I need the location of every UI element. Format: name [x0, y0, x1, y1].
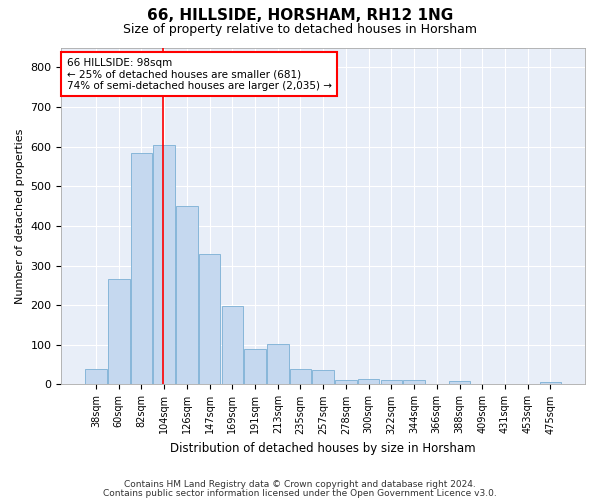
Bar: [358, 380, 379, 384]
Bar: [176, 206, 197, 384]
Text: Size of property relative to detached houses in Horsham: Size of property relative to detached ho…: [123, 22, 477, 36]
Bar: [199, 254, 220, 384]
X-axis label: Distribution of detached houses by size in Horsham: Distribution of detached houses by size …: [170, 442, 476, 455]
Bar: [244, 349, 266, 384]
Bar: [403, 380, 425, 384]
Text: Contains public sector information licensed under the Open Government Licence v3: Contains public sector information licen…: [103, 489, 497, 498]
Bar: [290, 370, 311, 384]
Bar: [154, 144, 175, 384]
Text: 66, HILLSIDE, HORSHAM, RH12 1NG: 66, HILLSIDE, HORSHAM, RH12 1NG: [147, 8, 453, 22]
Bar: [449, 382, 470, 384]
Bar: [539, 382, 561, 384]
Bar: [267, 344, 289, 385]
Bar: [380, 380, 402, 384]
Bar: [335, 380, 357, 384]
Bar: [85, 370, 107, 384]
Bar: [131, 152, 152, 384]
Bar: [313, 370, 334, 384]
Text: 66 HILLSIDE: 98sqm
← 25% of detached houses are smaller (681)
74% of semi-detach: 66 HILLSIDE: 98sqm ← 25% of detached hou…: [67, 58, 332, 91]
Bar: [108, 280, 130, 384]
Bar: [221, 306, 243, 384]
Text: Contains HM Land Registry data © Crown copyright and database right 2024.: Contains HM Land Registry data © Crown c…: [124, 480, 476, 489]
Y-axis label: Number of detached properties: Number of detached properties: [15, 128, 25, 304]
